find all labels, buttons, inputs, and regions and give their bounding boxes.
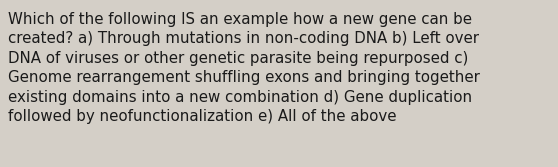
Text: Which of the following IS an example how a new gene can be
created? a) Through m: Which of the following IS an example how… [8,12,480,124]
